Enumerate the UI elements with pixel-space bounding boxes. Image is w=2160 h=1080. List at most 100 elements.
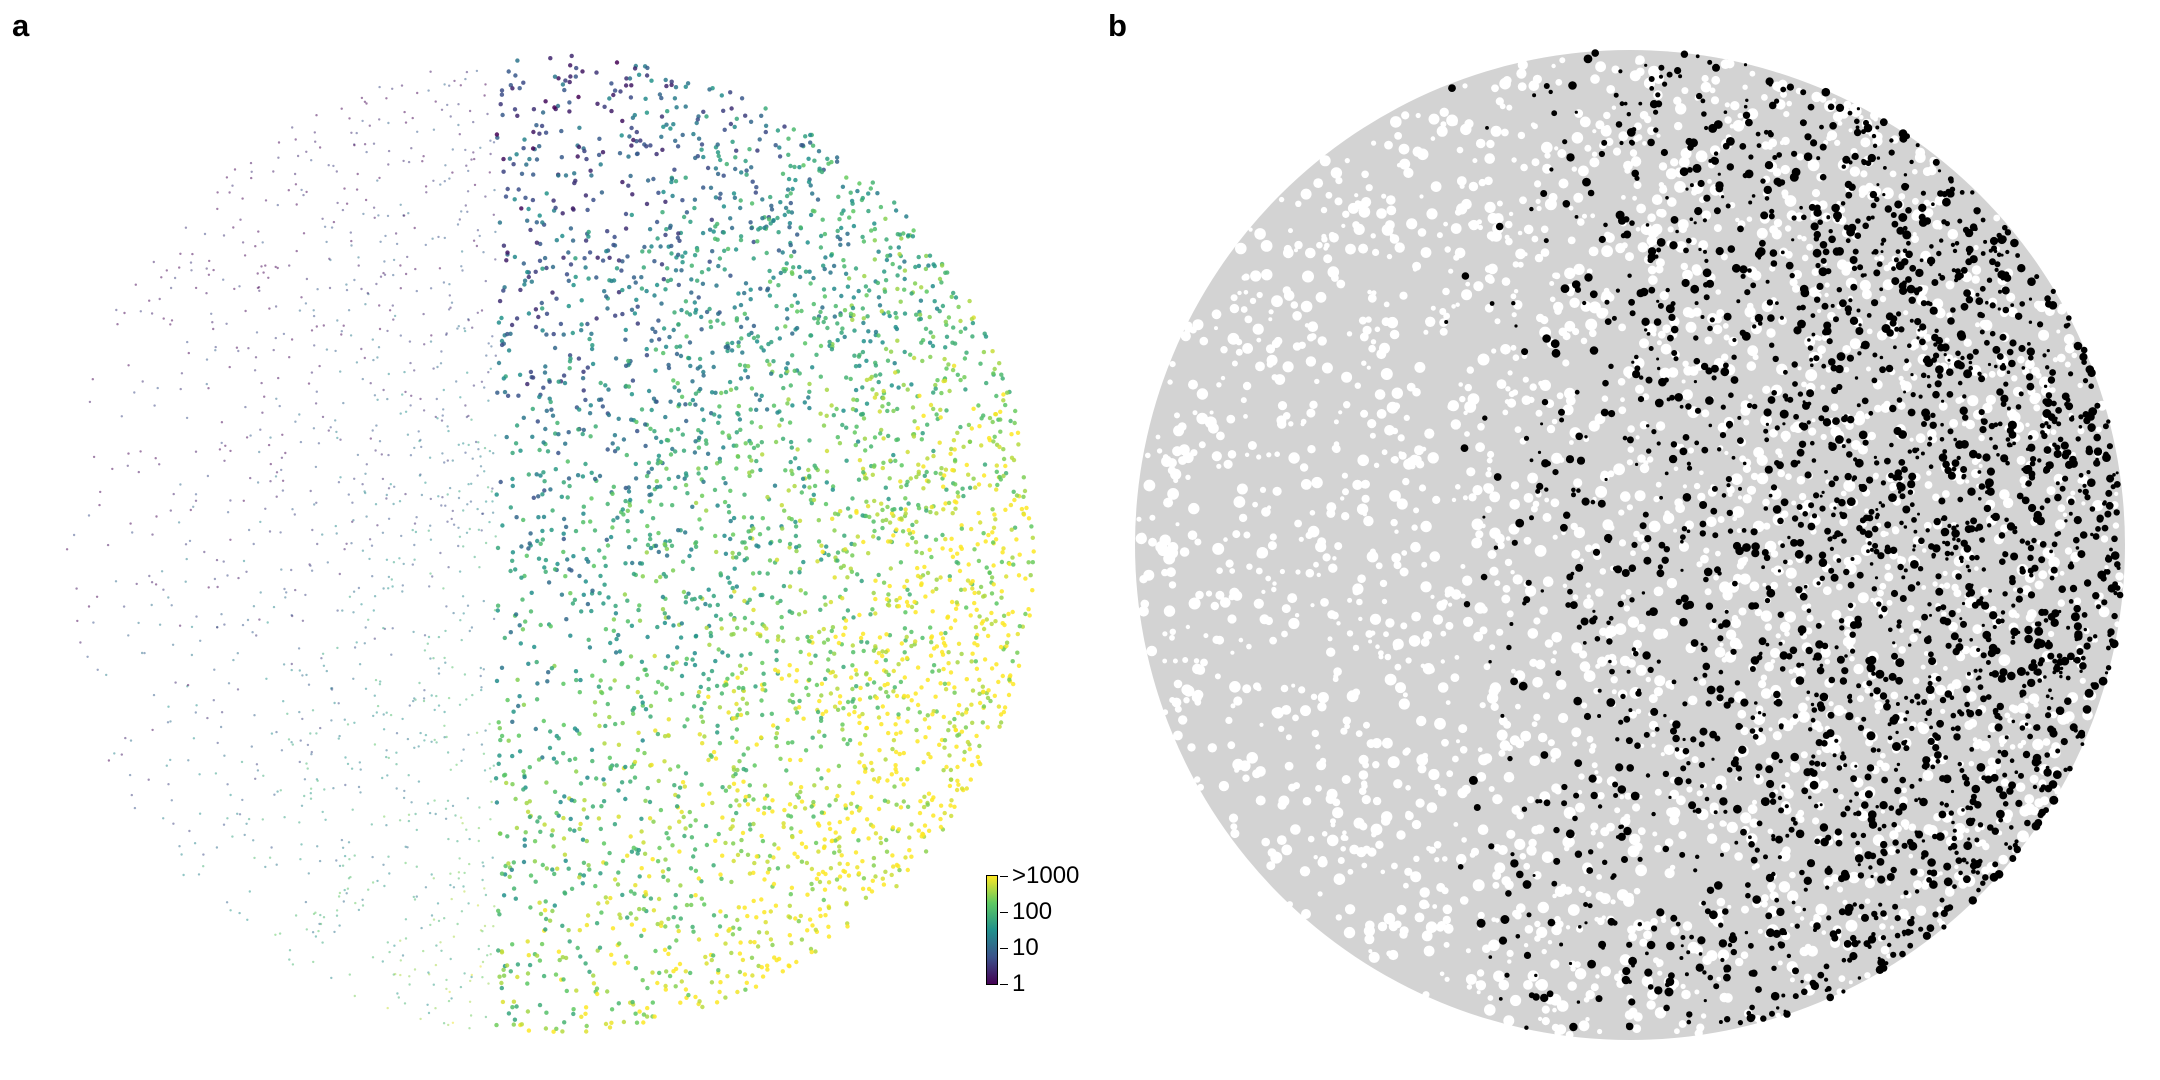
point-a (530, 146, 536, 151)
point-a (336, 436, 339, 440)
point-a (330, 688, 334, 691)
point-a (486, 954, 489, 957)
point-a (845, 816, 850, 821)
point-a (845, 506, 851, 511)
point-a (644, 288, 649, 294)
point-a (890, 853, 895, 858)
point-a (786, 963, 791, 968)
point-a (876, 249, 881, 254)
point-a (885, 694, 891, 699)
point-a (767, 279, 773, 284)
point-a (767, 362, 772, 367)
point-a (595, 991, 600, 997)
point-a (851, 829, 856, 835)
point-a (194, 711, 197, 714)
point-a (991, 563, 996, 568)
point-a (812, 209, 817, 214)
point-a (681, 214, 687, 220)
point-a (969, 526, 974, 532)
point-a (760, 687, 765, 692)
point-a (484, 195, 487, 198)
point-a (450, 301, 454, 304)
point-a (873, 831, 879, 836)
point-a (184, 543, 188, 546)
point-a (441, 452, 444, 455)
point-a (850, 663, 855, 668)
point-a (508, 969, 513, 974)
point-a (984, 380, 989, 386)
point-a (906, 501, 911, 506)
point-a (798, 785, 804, 790)
point-a (587, 336, 592, 342)
point-a (625, 915, 630, 920)
point-a (246, 918, 249, 921)
point-a (338, 891, 342, 895)
point-a (699, 493, 705, 498)
point-a (466, 371, 469, 374)
point-a (719, 691, 725, 696)
point-a (575, 473, 581, 478)
point-a (982, 462, 988, 467)
point-a (629, 392, 635, 397)
point-a (474, 440, 478, 444)
gap (1550, 747, 1562, 759)
point-a (235, 346, 239, 349)
point-a (861, 876, 867, 881)
point-a (899, 463, 904, 468)
point-a (967, 485, 973, 490)
point-a (528, 609, 534, 614)
point-a (841, 664, 846, 670)
point-a (666, 717, 671, 722)
point-a (699, 896, 704, 901)
point-a (468, 837, 471, 841)
point-a (628, 779, 633, 784)
point-a (973, 659, 978, 664)
point-a (383, 273, 387, 276)
point-a (496, 948, 501, 953)
point-a (883, 649, 889, 655)
point-a (568, 262, 574, 267)
point-a (816, 871, 821, 877)
point-a (922, 564, 927, 570)
point-a (634, 151, 640, 157)
point-a (647, 874, 652, 879)
point-a (773, 903, 779, 908)
point-a (677, 785, 683, 790)
point-a (483, 769, 487, 772)
point-a (389, 483, 392, 486)
point-a (552, 567, 558, 572)
point-a (992, 512, 997, 517)
point-a (570, 238, 576, 243)
point-a (611, 92, 616, 98)
point-a (707, 87, 712, 92)
point-a (701, 417, 706, 423)
point-a (463, 327, 466, 330)
scatter-plot-a (65, 53, 1036, 1034)
point-a (944, 334, 950, 339)
point-a (715, 503, 720, 508)
point-a (322, 916, 326, 919)
point-a (840, 596, 845, 601)
point-a (863, 513, 869, 519)
point-a (120, 415, 124, 418)
point-a (673, 179, 679, 184)
point-a (259, 428, 262, 431)
gap (1401, 550, 1408, 556)
point-a (931, 406, 936, 412)
point-a (752, 586, 757, 591)
point-a (429, 538, 433, 541)
point-a (893, 722, 898, 727)
gap (1595, 61, 1606, 73)
point-a (462, 509, 465, 512)
point-a (427, 529, 430, 532)
point-a (1001, 447, 1006, 452)
gap (1639, 463, 1650, 474)
point-a (508, 630, 513, 635)
point-a (314, 465, 318, 469)
point-a (590, 804, 596, 809)
point-a (684, 473, 689, 478)
point-a (742, 558, 747, 563)
point-a (576, 94, 581, 100)
point-a (898, 777, 904, 782)
point-a (872, 395, 878, 400)
